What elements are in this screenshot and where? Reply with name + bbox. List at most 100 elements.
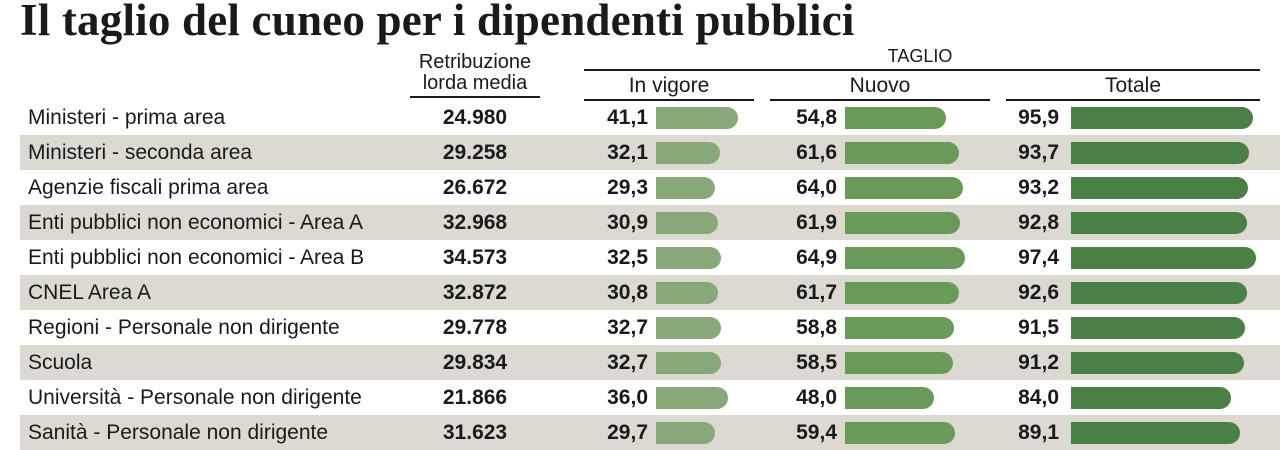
totale-bar: [1071, 177, 1248, 199]
nuovo-bar: [845, 352, 953, 374]
in-vigore-value: 32,7: [607, 316, 648, 339]
totale-bar: [1071, 352, 1244, 374]
nuovo-bar: [845, 422, 955, 444]
nuovo-bar: [845, 177, 963, 199]
nuovo-value: 54,8: [796, 106, 837, 129]
in-vigore-bar: [656, 282, 718, 304]
in-vigore-bar: [656, 247, 721, 269]
totale-bar: [1071, 142, 1249, 164]
in-vigore-value: 32,5: [607, 246, 648, 269]
totale-value: 92,6: [1018, 281, 1059, 304]
nuovo-value: 48,0: [796, 386, 837, 409]
row-label: Scuola: [28, 351, 93, 374]
table-row: Sanità - Personale non dirigente 31.623 29…: [20, 415, 1280, 450]
in-vigore-bar: [656, 387, 728, 409]
totale-bar: [1071, 387, 1231, 409]
row-label: Agenzie fiscali prima area: [28, 176, 269, 199]
in-vigore-value: 36,0: [607, 386, 648, 409]
table-row: CNEL Area A 32.872 30,8 61,7 92,6: [20, 275, 1280, 310]
header-taglio: TAGLIO: [887, 46, 953, 66]
retribuzione-value: 24.980: [442, 106, 508, 129]
nuovo-bar: [845, 212, 960, 234]
row-label: CNEL Area A: [28, 281, 151, 304]
in-vigore-bar: [656, 352, 721, 374]
nuovo-bar: [845, 387, 934, 409]
in-vigore-value: 32,7: [607, 351, 648, 374]
retribuzione-value: 29.258: [442, 141, 508, 164]
nuovo-bar: [845, 282, 959, 304]
totale-value: 97,4: [1018, 246, 1059, 269]
in-vigore-bar: [656, 212, 718, 234]
in-vigore-value: 29,3: [607, 176, 648, 199]
totale-bar: [1071, 282, 1247, 304]
in-vigore-value: 41,1: [607, 106, 648, 129]
totale-value: 93,7: [1018, 141, 1059, 164]
in-vigore-bar: [656, 142, 720, 164]
row-label: Enti pubblici non economici - Area B: [28, 246, 365, 269]
nuovo-value: 58,5: [796, 351, 837, 374]
row-label: Regioni - Personale non dirigente: [28, 316, 340, 339]
table-row: Agenzie fiscali prima area 26.672 29,3 64,0…: [20, 170, 1280, 205]
in-vigore-value: 32,1: [607, 141, 648, 164]
totale-value: 84,0: [1018, 386, 1059, 409]
nuovo-value: 64,0: [796, 176, 837, 199]
header-retribuzione: Retribuzione lorda media: [400, 51, 550, 98]
totale-bar: [1071, 212, 1247, 234]
in-vigore-bar: [656, 107, 738, 129]
nuovo-value: 61,6: [796, 141, 837, 164]
totale-value: 92,8: [1018, 211, 1059, 234]
totale-value: 91,2: [1018, 351, 1059, 374]
table-row: Enti pubblici non economici - Area A 32.9…: [20, 205, 1280, 240]
totale-bar: [1071, 107, 1253, 129]
totale-value: 91,5: [1018, 316, 1059, 339]
row-label: Ministeri - seconda area: [28, 141, 253, 164]
header-totale-underline: [1006, 99, 1260, 101]
row-label: Enti pubblici non economici - Area A: [28, 211, 364, 234]
nuovo-value: 64,9: [796, 246, 837, 269]
header-retribuzione-line2: lorda media: [422, 72, 528, 94]
nuovo-bar: [845, 107, 946, 129]
table-row: Enti pubblici non economici - Area B 34.5…: [20, 240, 1280, 275]
nuovo-bar: [845, 142, 959, 164]
retribuzione-value: 21.866: [442, 386, 508, 409]
totale-bar: [1071, 317, 1245, 339]
nuovo-value: 59,4: [796, 421, 837, 444]
nuovo-bar: [845, 317, 954, 339]
in-vigore-value: 30,9: [607, 211, 648, 234]
retribuzione-value: 29.834: [442, 351, 508, 374]
totale-bar: [1071, 247, 1256, 269]
header-nuovo: Nuovo: [849, 74, 911, 97]
totale-value: 89,1: [1018, 421, 1059, 444]
retribuzione-value: 26.672: [442, 176, 508, 199]
in-vigore-bar: [656, 422, 715, 444]
retribuzione-value: 31.623: [442, 421, 508, 444]
header-taglio-underline: [584, 69, 1260, 71]
table-row: Università - Personale non dirigente 21.8…: [20, 380, 1280, 415]
in-vigore-bar: [656, 317, 721, 339]
table-row: Ministeri - prima area 24.980 41,1 54,8 95,9: [20, 100, 1280, 135]
table-row: Regioni - Personale non dirigente 29.778 3…: [20, 310, 1280, 345]
retribuzione-value: 32.872: [442, 281, 508, 304]
row-label: Sanità - Personale non dirigente: [28, 421, 329, 444]
table-row: Scuola 29.834 32,7 58,5 91,2: [20, 345, 1280, 380]
header-nuovo-underline: [770, 99, 990, 101]
header-retribuzione-underline: [410, 96, 540, 98]
in-vigore-value: 29,7: [607, 421, 648, 444]
in-vigore-bar: [656, 177, 715, 199]
chart-title: Il taglio del cuneo per i dipendenti pub…: [20, 0, 855, 45]
totale-value: 93,2: [1018, 176, 1059, 199]
row-label: Università - Personale non dirigente: [28, 386, 362, 409]
nuovo-value: 61,9: [796, 211, 837, 234]
in-vigore-value: 30,8: [607, 281, 648, 304]
header-in-vigore: In vigore: [628, 74, 710, 97]
header-in-vigore-underline: [584, 99, 754, 101]
header-totale: Totale: [1104, 74, 1162, 97]
table-row: Ministeri - seconda area 29.258 32,1 61,6 93…: [20, 135, 1280, 170]
header-retribuzione-line1: Retribuzione: [418, 51, 532, 73]
totale-bar: [1071, 422, 1240, 444]
row-label: Ministeri - prima area: [28, 106, 226, 129]
retribuzione-value: 29.778: [442, 316, 508, 339]
nuovo-bar: [845, 247, 965, 269]
retribuzione-value: 34.573: [442, 246, 508, 269]
totale-value: 95,9: [1018, 106, 1059, 129]
